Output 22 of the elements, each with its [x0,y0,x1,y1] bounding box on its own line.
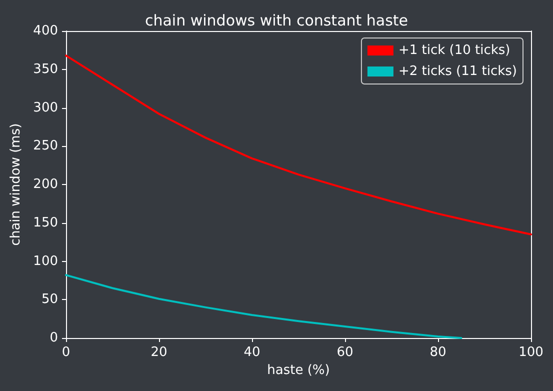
x-tick-label: 20 [150,345,168,360]
x-tick-label: 0 [62,345,70,360]
y-tick-label: 200 [33,177,58,192]
x-tick-label: 40 [244,345,260,360]
x-axis-title: haste (%) [267,362,330,378]
line-series [65,54,532,236]
legend-label: +2 ticks (11 ticks) [398,64,517,79]
y-tick-label: 50 [41,292,58,308]
y-axis-title: chain window (ms) [8,123,24,246]
chart-title: chain windows with constant haste [144,12,408,30]
legend-label: +1 tick (10 ticks) [398,43,510,58]
y-tick-label: 150 [33,215,58,230]
y-tick-label: 300 [33,100,58,116]
x-tick-label: 100 [518,345,544,360]
x-tick-label: 80 [430,345,446,360]
y-tick-label: 100 [33,254,58,269]
y-tick-label: 350 [33,62,58,77]
y-tick-label: 0 [50,330,58,346]
y-tick-label: 250 [33,138,58,154]
x-tick-label: 60 [336,345,354,360]
line-series [65,274,462,339]
y-tick-label: 400 [33,24,58,38]
